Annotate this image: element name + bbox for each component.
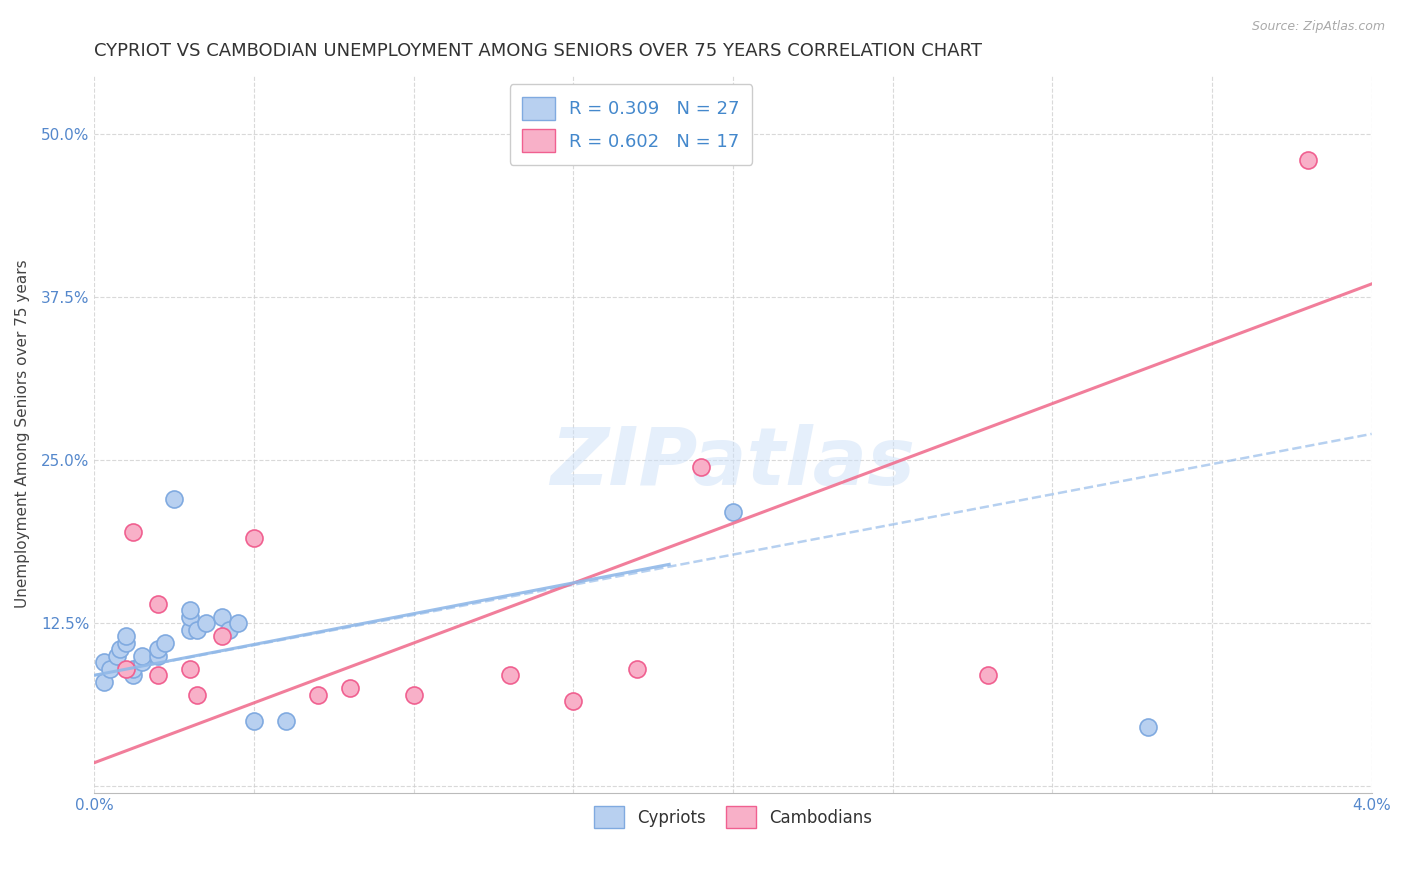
Point (307, 688, 329, 702)
Point (211, 629, 233, 643)
Point (121, 668, 143, 682)
Text: Source: ZipAtlas.com: Source: ZipAtlas.com (1251, 20, 1385, 33)
Point (105, 648, 128, 663)
Point (179, 603, 201, 617)
Point (690, 459, 713, 474)
Point (148, 648, 170, 663)
Point (211, 609, 233, 624)
Point (977, 668, 1000, 682)
Point (115, 635, 138, 649)
Point (179, 662, 201, 676)
Point (218, 623, 240, 637)
Point (186, 688, 208, 702)
Point (163, 492, 186, 507)
Point (721, 505, 744, 519)
Point (226, 616, 249, 631)
Point (243, 714, 266, 728)
Point (93, 655, 115, 669)
Point (179, 609, 201, 624)
Point (1137, 721, 1160, 735)
Point (131, 648, 153, 663)
Point (131, 655, 153, 669)
Point (1296, 153, 1319, 167)
Point (121, 524, 143, 539)
Point (562, 694, 585, 708)
Text: ZIPatlas: ZIPatlas (551, 424, 915, 501)
Point (148, 668, 170, 682)
Point (148, 597, 170, 611)
Point (498, 668, 520, 682)
Legend: Cypriots, Cambodians: Cypriots, Cambodians (588, 800, 879, 835)
Point (93, 674, 115, 689)
Point (402, 688, 425, 702)
Point (100, 662, 122, 676)
Point (186, 623, 208, 637)
Point (243, 531, 266, 545)
Point (179, 623, 201, 637)
Point (274, 714, 297, 728)
Point (108, 642, 131, 657)
Point (121, 662, 143, 676)
Point (115, 629, 138, 643)
Y-axis label: Unemployment Among Seniors over 75 years: Unemployment Among Seniors over 75 years (15, 260, 30, 608)
Point (153, 635, 176, 649)
Point (115, 662, 138, 676)
Point (339, 681, 361, 696)
Point (195, 616, 218, 631)
Text: CYPRIOT VS CAMBODIAN UNEMPLOYMENT AMONG SENIORS OVER 75 YEARS CORRELATION CHART: CYPRIOT VS CAMBODIAN UNEMPLOYMENT AMONG … (94, 42, 983, 60)
Point (626, 662, 648, 676)
Point (148, 642, 170, 657)
